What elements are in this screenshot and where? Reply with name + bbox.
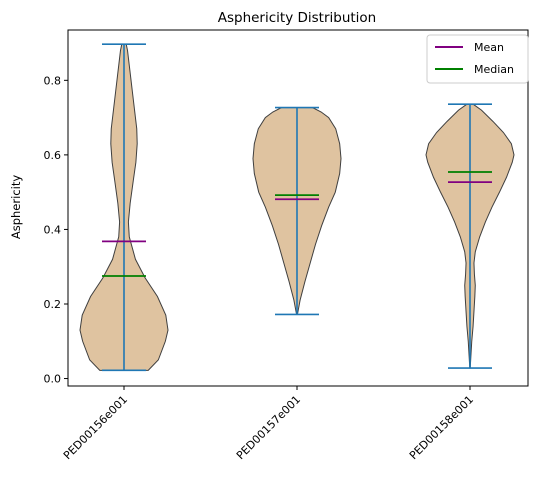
y-tick-label: 0.8: [44, 74, 62, 87]
violin-PED00157e001: [252, 106, 342, 316]
y-tick-label: 0.2: [44, 298, 62, 311]
violin-PED00158e001: [425, 103, 515, 369]
violin-PED00156e001: [79, 43, 169, 372]
legend-median-label: Median: [474, 63, 514, 76]
y-tick-label: 0.0: [44, 373, 62, 386]
y-axis-label: Asphericity: [9, 175, 23, 239]
legend-mean-label: Mean: [474, 41, 504, 54]
y-tick-label: 0.4: [44, 223, 62, 236]
violins-layer: [79, 43, 515, 372]
plot-frame: [67, 29, 529, 387]
y-tick-label: 0.6: [44, 149, 62, 162]
legend: Mean Median: [426, 34, 529, 84]
chart-title: Asphericity Distribution: [218, 10, 377, 26]
